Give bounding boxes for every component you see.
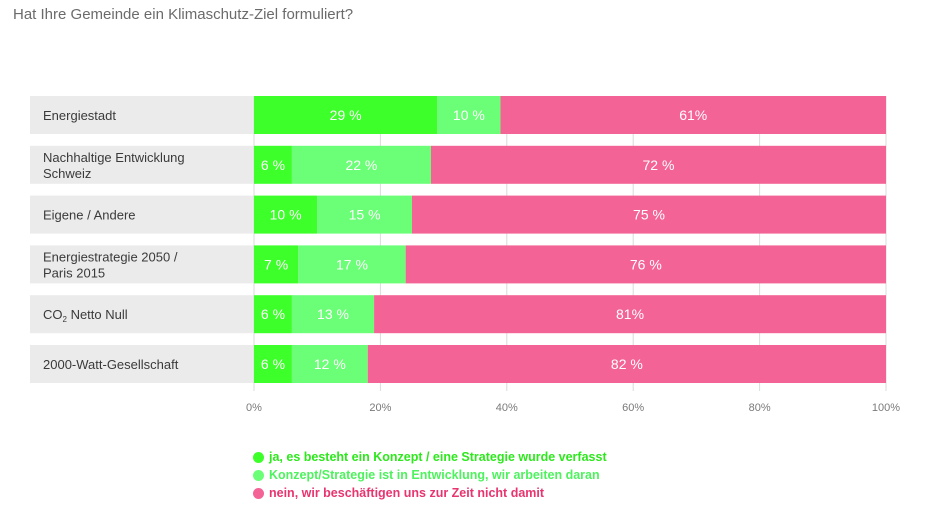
category-label: Schweiz (43, 166, 91, 181)
bar-segment (291, 145, 431, 184)
bar-segment (291, 345, 368, 383)
data-label: 82 % (611, 356, 643, 372)
bar-segment (254, 96, 438, 134)
legend-label: nein, wir beschäftigen uns zur Zeit nich… (269, 486, 545, 500)
data-label: 13 % (317, 306, 349, 322)
legend-marker-icon (253, 469, 264, 481)
category-label: CO2 Netto Null (43, 307, 128, 324)
data-label: 76 % (630, 256, 662, 272)
bar-segment (254, 145, 292, 184)
data-label: 17 % (336, 256, 368, 272)
category-label: 2000-Watt-Gesellschaft (43, 357, 179, 372)
legend-marker-icon (253, 487, 264, 499)
category-label-background (30, 96, 254, 134)
x-tick-label: 40% (496, 402, 518, 414)
category-label: Nachhaltige Entwicklung (43, 150, 185, 165)
bar-segment (430, 145, 886, 184)
category-label: Paris 2015 (43, 265, 105, 280)
x-tick-label: 80% (749, 402, 771, 414)
legend-item: Konzept/Strategie ist in Entwicklung, wi… (253, 466, 607, 484)
bar-segment (291, 295, 375, 334)
data-label: 6 % (261, 157, 285, 173)
bar-segment (367, 345, 886, 383)
x-tick-label: 0% (246, 402, 262, 414)
data-label: 75 % (633, 207, 665, 223)
data-label: 6 % (261, 356, 285, 372)
chart-title: Hat Ihre Gemeinde ein Klimaschutz-Ziel f… (13, 6, 354, 23)
data-label: 12 % (314, 356, 346, 372)
x-tick-label: 60% (622, 402, 644, 414)
bar-segment (254, 245, 299, 284)
category-label-background (30, 295, 254, 334)
category-label: Eigene / Andere (43, 208, 136, 223)
category-label: Energiestadt (43, 108, 116, 123)
bar-segment (317, 195, 412, 234)
chart-legend: ja, es besteht ein Konzept / eine Strate… (253, 448, 607, 502)
x-tick-label: 100% (872, 402, 900, 414)
category-label-background (30, 345, 254, 383)
bar-segment (374, 295, 886, 334)
legend-item: ja, es besteht ein Konzept / eine Strate… (253, 448, 607, 466)
bar-segment (254, 195, 318, 234)
bar-segment (437, 96, 501, 134)
data-label: 10 % (270, 207, 302, 223)
data-label: 10 % (453, 107, 485, 123)
bar-segment (254, 295, 292, 334)
data-label: 7 % (264, 256, 288, 272)
legend-label: ja, es besteht ein Konzept / eine Strate… (269, 450, 607, 464)
data-label: 29 % (330, 107, 362, 123)
data-label: 72 % (643, 157, 675, 173)
legend-marker-icon (253, 451, 264, 463)
bar-segment (405, 245, 886, 284)
category-label-background (30, 145, 254, 184)
legend-label: Konzept/Strategie ist in Entwicklung, wi… (269, 468, 600, 482)
category-label-background (30, 245, 254, 284)
category-label-background (30, 195, 254, 234)
bar-segment (254, 345, 292, 383)
x-tick-label: 20% (369, 402, 391, 414)
data-label: 22 % (345, 157, 377, 173)
stacked-bar-chart: 29 % 10 % 61% Energiestadt 6 % 22 % 72 % Nachha… (30, 96, 900, 414)
bar-segment (298, 245, 406, 284)
category-label: Energiestrategie 2050 / (43, 249, 178, 264)
legend-item: nein, wir beschäftigen uns zur Zeit nich… (253, 484, 607, 502)
bar-segment (500, 96, 886, 134)
data-label: 81% (616, 306, 644, 322)
bar-segment (412, 195, 886, 234)
data-label: 61% (679, 107, 707, 123)
data-label: 15 % (349, 207, 381, 223)
data-label: 6 % (261, 306, 285, 322)
